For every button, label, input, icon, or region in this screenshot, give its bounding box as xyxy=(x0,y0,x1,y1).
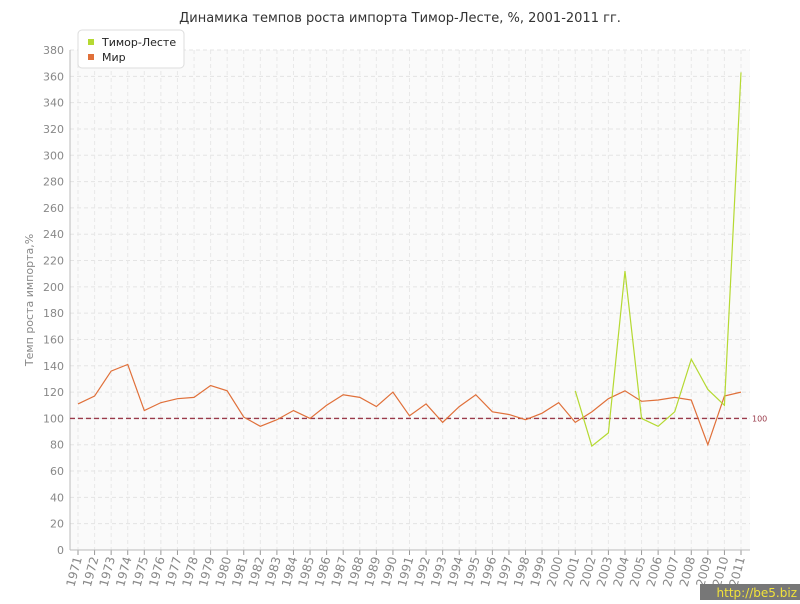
y-tick-label: 80 xyxy=(50,439,64,452)
y-tick-label: 200 xyxy=(43,281,64,294)
legend-label: Мир xyxy=(102,51,126,64)
y-tick-label: 360 xyxy=(43,70,64,83)
legend-swatch xyxy=(88,39,94,45)
legend-box xyxy=(77,29,185,69)
y-tick-label: 40 xyxy=(50,491,64,504)
reference-label: 100 xyxy=(752,414,767,423)
y-tick-label: 100 xyxy=(43,412,64,425)
y-tick-label: 0 xyxy=(57,544,64,557)
series-line xyxy=(574,72,742,448)
y-tick-label: 380 xyxy=(43,44,64,57)
y-tick-label: 280 xyxy=(43,176,64,189)
chart-title: Динамика темпов роста импорта Тимор-Лест… xyxy=(179,11,621,26)
legend-label: Тимор-Лесте xyxy=(101,36,176,49)
y-tick-label: 140 xyxy=(43,360,64,373)
y-tick-label: 180 xyxy=(43,307,64,320)
y-tick-label: 260 xyxy=(43,202,64,215)
y-tick-label: 20 xyxy=(50,518,64,531)
y-tick-label: 240 xyxy=(43,228,64,241)
y-tick-label: 340 xyxy=(43,97,64,110)
y-axis-label: Темп роста импорта,% xyxy=(23,234,36,367)
series-line xyxy=(77,363,742,447)
plot-area xyxy=(70,50,750,550)
y-tick-label: 220 xyxy=(43,255,64,268)
y-tick-label: 120 xyxy=(43,386,64,399)
watermark-bg xyxy=(700,584,800,600)
watermark: http://be5.biz xyxy=(717,586,797,600)
y-tick-label: 300 xyxy=(43,149,64,162)
y-tick-label: 160 xyxy=(43,333,64,346)
y-tick-label: 60 xyxy=(50,465,64,478)
y-tick-label: 320 xyxy=(43,123,64,136)
legend-swatch xyxy=(88,54,94,60)
